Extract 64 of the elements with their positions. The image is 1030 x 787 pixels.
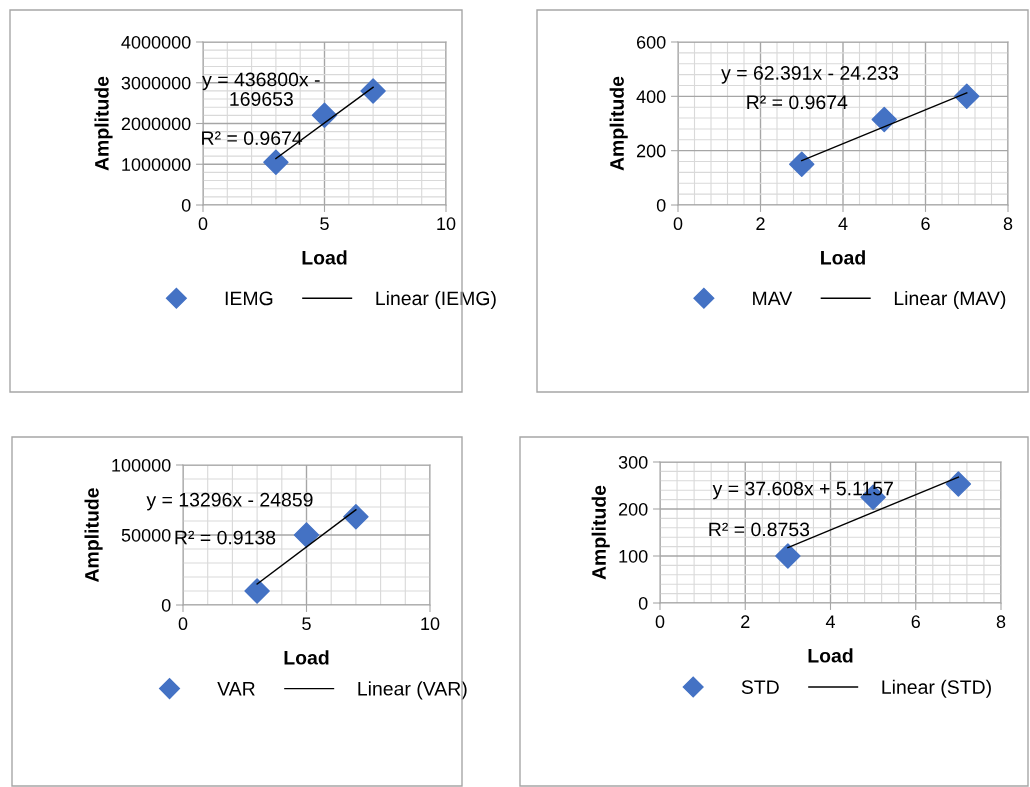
y-tick-label: 200 [618, 502, 648, 516]
x-axis-title: Load [808, 648, 853, 663]
x-tick-label: 6 [921, 217, 930, 231]
x-tick-label: 5 [302, 617, 311, 631]
y-axis-title: Amplitude [591, 485, 610, 580]
legend-label: MAV [753, 291, 793, 306]
x-tick-label: 10 [437, 217, 456, 231]
legend-label: Linear (STD) [882, 679, 991, 698]
point [244, 578, 270, 604]
x-axis-title: Load [821, 250, 865, 265]
legend-label: Linear (IEMG) [376, 290, 496, 310]
x-tick-label: 4 [838, 217, 848, 230]
x-tick-label: 10 [421, 617, 440, 631]
point [293, 522, 320, 548]
y-tick-label: 600 [636, 35, 666, 49]
y-axis-title: Amplitude [609, 76, 628, 171]
y-tick-label: 0 [181, 198, 191, 212]
point [945, 471, 972, 497]
point [360, 78, 386, 104]
x-axis-title: Load [284, 650, 329, 665]
y-tick-label: 100000 [112, 458, 171, 472]
y-tick-label: 1000000 [122, 158, 191, 171]
y-axis-title: Amplitude [94, 76, 113, 171]
x-tick-label: 5 [320, 217, 329, 231]
legend-label: VAR [217, 682, 255, 696]
y-tick-label: 3000000 [121, 76, 191, 90]
x-axis-title: Load [302, 250, 347, 265]
legend-label: Linear (VAR) [358, 681, 467, 700]
y-tick-label: 2000000 [121, 117, 191, 131]
x-tick-label: 2 [756, 217, 765, 230]
y-tick-label: 0 [656, 198, 666, 212]
point [775, 543, 801, 569]
annotation: R² = 0.9138 [175, 530, 276, 545]
annotation: R² = 0.8753 [709, 522, 810, 537]
annotation: R² = 0.9674 [747, 95, 848, 110]
point [871, 106, 897, 133]
y-tick-label: 50000 [121, 528, 171, 542]
annotation: y = 436800x - 169653 [202, 72, 320, 106]
x-tick-label: 2 [741, 615, 750, 628]
x-tick-label: 6 [911, 615, 920, 629]
y-tick-label: 200 [636, 144, 666, 158]
x-tick-label: 0 [673, 217, 683, 231]
point [311, 102, 338, 129]
annotation: y = 62.391x - 24.233 [721, 66, 899, 84]
y-tick-label: 4000000 [121, 35, 191, 49]
y-tick-label: 0 [161, 598, 171, 612]
legend-label: IEMG [225, 291, 273, 306]
point [954, 83, 980, 110]
x-tick-label: 8 [1003, 217, 1013, 231]
y-tick-label: 300 [618, 455, 648, 469]
x-tick-label: 0 [198, 217, 208, 231]
y-tick-label: 400 [636, 90, 666, 104]
legend-label: Linear (MAV) [894, 290, 1006, 310]
point [343, 504, 369, 530]
y-axis-title: Amplitude [84, 488, 103, 583]
x-tick-label: 4 [825, 615, 835, 628]
y-tick-label: 100 [619, 549, 648, 563]
point [789, 151, 815, 177]
annotation: R² = 0.9674 [202, 131, 303, 146]
legend-label: STD [741, 680, 779, 694]
point [263, 149, 289, 175]
y-tick-label: 0 [638, 596, 648, 610]
x-tick-label: 8 [996, 615, 1006, 629]
annotation: y = 13296x - 24859 [146, 492, 313, 511]
